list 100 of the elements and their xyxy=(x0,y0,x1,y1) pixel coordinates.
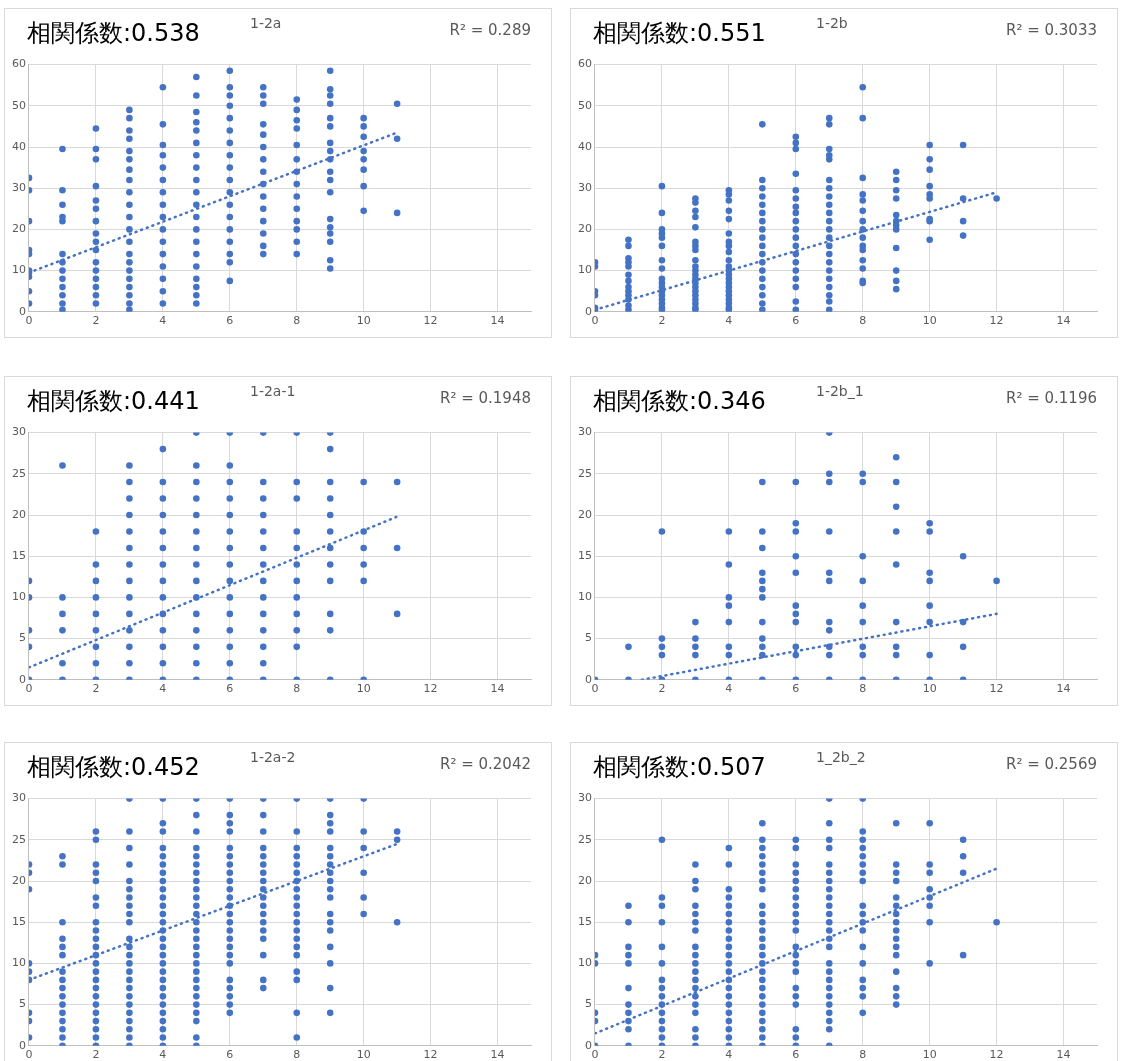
y-tick-label: 25 xyxy=(12,466,26,480)
x-tick-label: 8 xyxy=(859,682,867,696)
y-tick-label: 10 xyxy=(578,590,592,604)
chart-title: 1_2b_2 xyxy=(816,749,866,765)
x-tick-label: 6 xyxy=(792,314,800,328)
chart-title: 1-2b_1 xyxy=(816,383,864,399)
x-tick-label: 6 xyxy=(226,314,234,328)
y-tick-label: 15 xyxy=(578,915,592,929)
x-tick-label: 10 xyxy=(922,1048,937,1061)
x-tick-label: 6 xyxy=(226,682,234,696)
x-tick-label: 12 xyxy=(989,682,1004,696)
y-tick-label: 25 xyxy=(578,466,592,480)
y-tick-label: 10 xyxy=(12,590,26,604)
y-tick-label: 30 xyxy=(578,791,592,805)
y-tick-label: 10 xyxy=(12,956,26,970)
chart-title: 1-2a xyxy=(250,15,282,31)
y-tick-label: 5 xyxy=(19,997,26,1011)
x-tick-label: 4 xyxy=(159,314,167,328)
x-tick-label: 2 xyxy=(92,682,100,696)
x-tick-label: 12 xyxy=(423,1048,438,1061)
y-tick-label: 50 xyxy=(12,98,26,112)
y-tick-label: 15 xyxy=(578,549,592,563)
x-tick-label: 8 xyxy=(859,314,867,328)
text: R² = 0.1948 xyxy=(439,389,531,407)
y-tick-label: 10 xyxy=(578,263,592,277)
x-tick-label: 2 xyxy=(658,682,666,696)
text: R² = 0.2042 xyxy=(439,755,531,773)
y-tick-label: 5 xyxy=(19,631,26,645)
y-tick-label: 30 xyxy=(578,425,592,439)
x-tick-label: 4 xyxy=(725,682,733,696)
x-tick-label: 10 xyxy=(922,314,937,328)
x-tick-label: 2 xyxy=(658,314,666,328)
text: R² = 0.289 xyxy=(449,21,531,39)
x-tick-label: 12 xyxy=(989,314,1004,328)
y-tick-label: 50 xyxy=(578,98,592,112)
x-tick-label: 10 xyxy=(356,682,371,696)
y-tick-label: 20 xyxy=(12,222,26,236)
y-tick-label: 25 xyxy=(578,832,592,846)
x-tick-label: 14 xyxy=(490,682,505,696)
y-tick-label: 10 xyxy=(12,263,26,277)
x-tick-label: 6 xyxy=(792,682,800,696)
text: R² = 0.3033 xyxy=(1005,21,1097,39)
x-tick-label: 14 xyxy=(1056,1048,1071,1061)
y-tick-label: 20 xyxy=(12,873,26,887)
x-tick-label: 10 xyxy=(356,1048,371,1061)
text: R² = 0.2569 xyxy=(1005,755,1097,773)
y-tick-label: 15 xyxy=(12,915,26,929)
x-tick-label: 12 xyxy=(989,1048,1004,1061)
y-tick-label: 0 xyxy=(585,672,592,686)
text: 相関係数:0.452 xyxy=(27,752,200,783)
x-tick-label: 14 xyxy=(1056,314,1071,328)
y-tick-label: 30 xyxy=(12,425,26,439)
y-tick-label: 0 xyxy=(19,1038,26,1052)
x-tick-label: 4 xyxy=(725,1048,733,1061)
y-tick-label: 40 xyxy=(12,139,26,153)
x-tick-label: 8 xyxy=(293,682,301,696)
x-tick-label: 4 xyxy=(159,682,167,696)
x-tick-label: 8 xyxy=(293,1048,301,1061)
y-tick-label: 30 xyxy=(578,181,592,195)
y-tick-label: 20 xyxy=(578,873,592,887)
x-tick-label: 12 xyxy=(423,682,438,696)
x-tick-label: 6 xyxy=(792,1048,800,1061)
x-tick-label: 4 xyxy=(725,314,733,328)
y-tick-label: 0 xyxy=(585,1038,592,1052)
text: 相関係数:0.346 xyxy=(593,386,766,417)
x-tick-label: 4 xyxy=(159,1048,167,1061)
chart-title: 1-2a-1 xyxy=(250,383,296,399)
y-tick-label: 25 xyxy=(12,832,26,846)
y-tick-label: 5 xyxy=(585,997,592,1011)
x-tick-label: 14 xyxy=(490,1048,505,1061)
text: 相関係数:0.507 xyxy=(593,752,766,783)
y-tick-label: 20 xyxy=(578,507,592,521)
x-tick-label: 2 xyxy=(658,1048,666,1061)
y-tick-label: 15 xyxy=(12,549,26,563)
x-tick-label: 10 xyxy=(356,314,371,328)
y-tick-label: 10 xyxy=(578,956,592,970)
chart-title: 1-2b xyxy=(816,15,848,31)
text: 相関係数:0.551 xyxy=(593,18,766,49)
x-tick-label: 10 xyxy=(922,682,937,696)
y-tick-label: 0 xyxy=(19,672,26,686)
y-tick-label: 5 xyxy=(585,631,592,645)
x-tick-label: 14 xyxy=(1056,682,1071,696)
x-tick-label: 12 xyxy=(423,314,438,328)
y-tick-label: 40 xyxy=(578,139,592,153)
x-tick-label: 2 xyxy=(92,1048,100,1061)
y-tick-label: 0 xyxy=(19,304,26,318)
text: R² = 0.1196 xyxy=(1005,389,1097,407)
y-tick-label: 0 xyxy=(585,304,592,318)
x-tick-label: 8 xyxy=(859,1048,867,1061)
x-tick-label: 14 xyxy=(490,314,505,328)
text: 相関係数:0.538 xyxy=(27,18,200,49)
x-tick-label: 8 xyxy=(293,314,301,328)
text: 相関係数:0.441 xyxy=(27,386,200,417)
x-tick-label: 6 xyxy=(226,1048,234,1061)
y-tick-label: 20 xyxy=(12,507,26,521)
y-tick-label: 60 xyxy=(12,57,26,71)
chart-title: 1-2a-2 xyxy=(250,749,296,765)
y-tick-label: 30 xyxy=(12,791,26,805)
x-tick-label: 2 xyxy=(92,314,100,328)
y-tick-label: 60 xyxy=(578,57,592,71)
